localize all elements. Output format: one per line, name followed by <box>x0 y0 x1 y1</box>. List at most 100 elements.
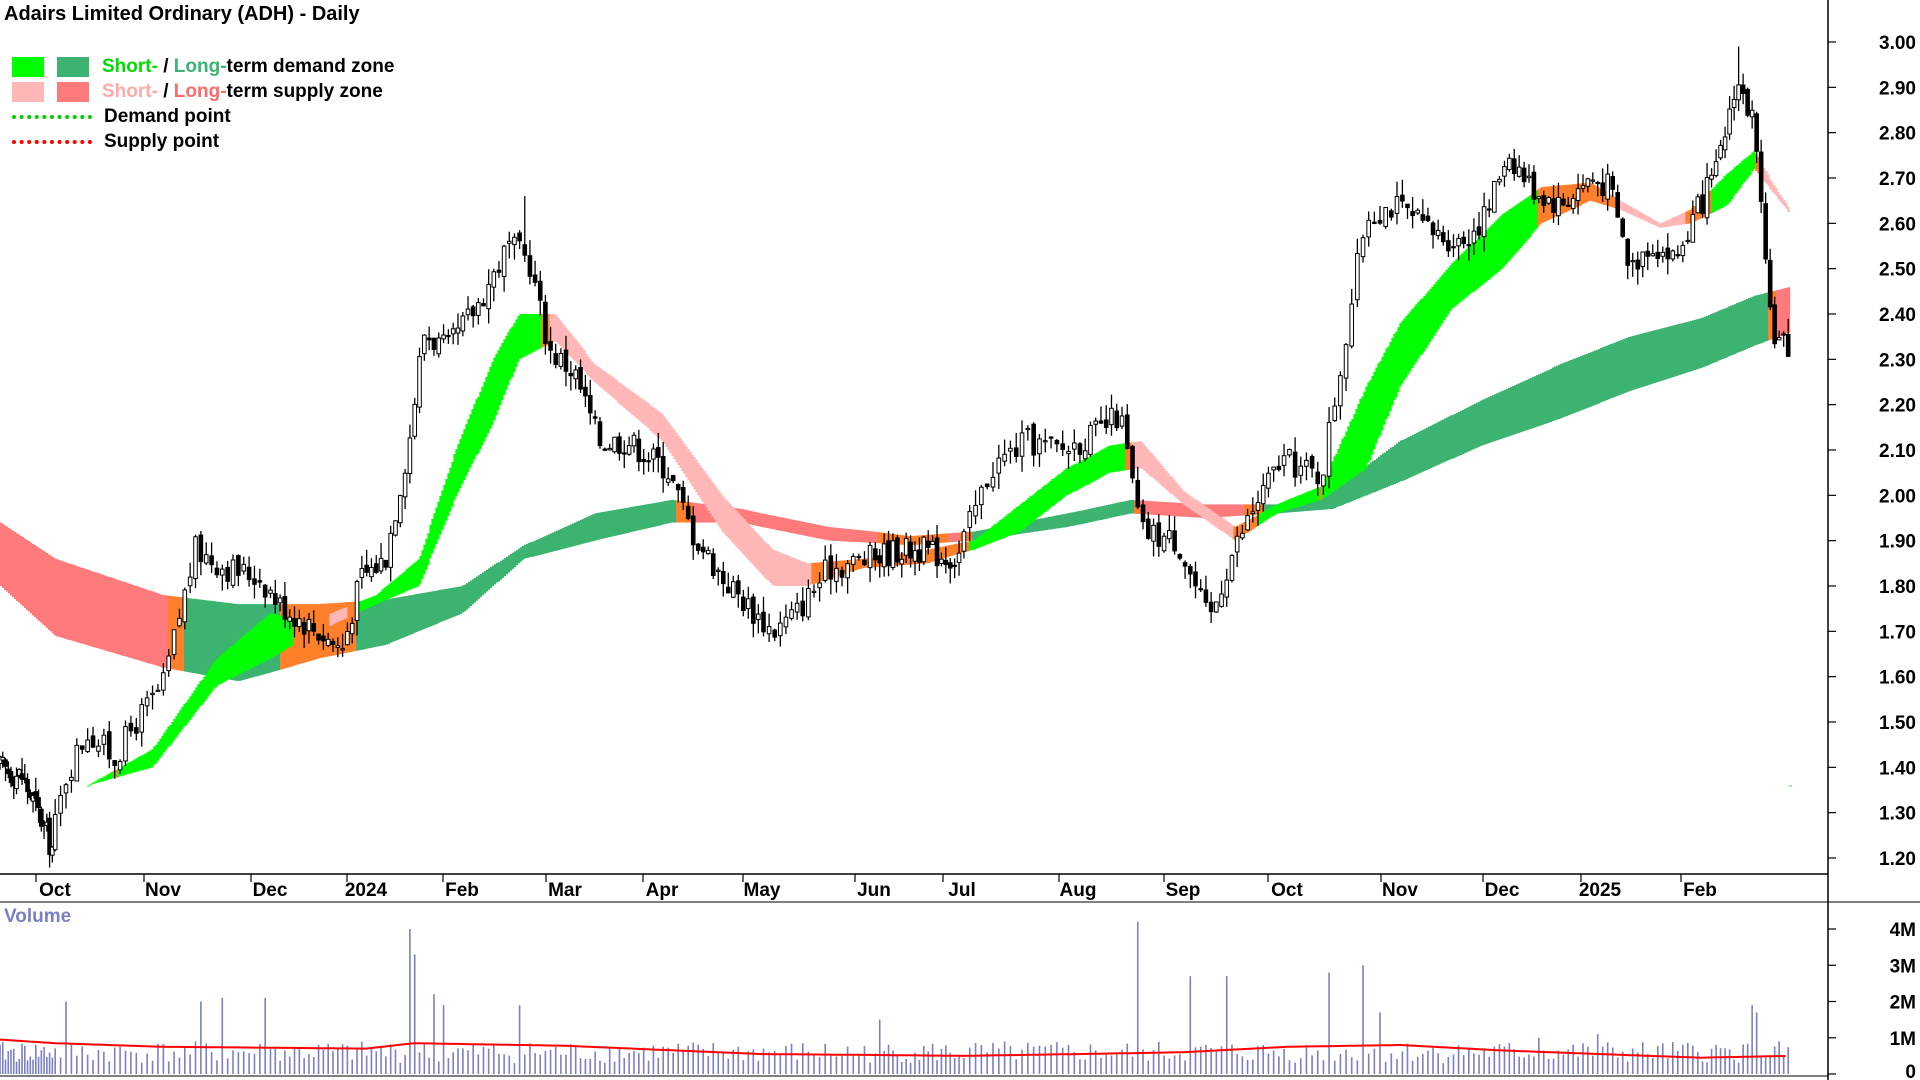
candle-body <box>1124 414 1130 449</box>
long-term-zone-strip <box>1600 347 1603 403</box>
candle-body <box>741 596 746 612</box>
long-term-zone-strip <box>1686 321 1689 373</box>
short-term-zone-strip <box>1781 197 1784 205</box>
short-term-zone-strip <box>1207 508 1210 522</box>
long-term-zone-strip <box>1586 353 1589 409</box>
long-term-zone-strip <box>72 564 75 641</box>
candle-body <box>1276 465 1282 471</box>
long-term-zone-strip <box>1704 316 1707 367</box>
short-term-zone-strip <box>821 562 824 581</box>
short-term-zone-strip <box>1537 189 1540 227</box>
short-term-zone-strip <box>547 314 550 345</box>
short-term-zone-strip <box>797 559 800 586</box>
short-term-zone-strip <box>197 684 200 709</box>
short-term-zone-strip <box>737 512 740 550</box>
candle-body <box>1066 451 1071 455</box>
candle-body <box>25 778 30 793</box>
long-term-zone-strip <box>946 533 949 543</box>
short-term-zone-strip <box>995 523 998 542</box>
long-term-zone-strip <box>702 503 705 523</box>
candle-body <box>321 635 326 642</box>
short-term-zone-strip <box>1111 445 1114 473</box>
legend-supply-point: Supply point <box>12 129 394 154</box>
short-term-zone-strip <box>1603 190 1606 205</box>
candle-body <box>730 581 736 598</box>
short-term-zone-strip <box>457 444 460 493</box>
volume-tick-label: 1M <box>1890 1029 1916 1050</box>
long-term-zone-strip <box>398 597 401 640</box>
long-term-zone-strip <box>324 603 327 658</box>
long-term-zone-strip <box>550 533 553 553</box>
short-term-zone-strip <box>725 499 728 536</box>
short-term-zone-strip <box>339 609 342 621</box>
short-term-zone-strip <box>1117 444 1120 472</box>
candle-body <box>811 590 817 593</box>
long-term-zone-strip <box>1776 290 1779 338</box>
long-term-zone-strip <box>626 507 629 534</box>
short-term-zone-strip <box>1023 501 1026 529</box>
long-term-zone-strip <box>542 537 545 555</box>
short-term-zone-strip <box>349 605 352 617</box>
long-term-zone-strip <box>1712 313 1715 364</box>
short-term-zone-strip <box>723 497 726 534</box>
candle-body <box>1471 230 1477 244</box>
long-term-zone-strip <box>1184 503 1187 517</box>
candle-body <box>735 580 741 595</box>
long-term-zone-strip <box>1344 481 1347 504</box>
long-term-zone-strip <box>870 531 873 543</box>
long-term-zone-strip <box>1068 513 1071 527</box>
long-term-zone-strip <box>224 602 227 679</box>
short-term-zone-strip <box>275 614 278 656</box>
long-supply-swatch <box>57 81 89 102</box>
short-term-zone-strip <box>239 638 242 674</box>
short-term-zone-strip <box>251 628 254 668</box>
long-term-zone-strip <box>652 503 655 528</box>
short-term-zone-strip <box>109 772 112 780</box>
short-term-zone-strip <box>857 559 860 570</box>
legend-short-word: Short- <box>102 55 158 77</box>
short-term-zone-strip <box>607 373 610 394</box>
long-term-zone-strip <box>926 534 929 544</box>
long-term-zone-strip <box>38 547 41 621</box>
long-term-zone-strip <box>1186 503 1189 517</box>
short-term-zone-strip <box>1297 495 1300 507</box>
candle-body <box>917 549 922 563</box>
long-term-zone-strip <box>90 570 93 647</box>
short-term-zone-strip <box>951 544 954 556</box>
long-term-zone-strip <box>534 540 537 557</box>
candle-body <box>96 745 101 752</box>
short-term-zone-strip <box>1357 403 1360 474</box>
long-term-zone-strip <box>890 533 893 545</box>
long-term-zone-strip <box>1392 446 1395 485</box>
short-term-zone-strip <box>599 368 602 388</box>
short-term-zone-strip <box>719 492 722 529</box>
short-term-zone-strip <box>793 558 796 586</box>
long-term-zone-strip <box>1052 516 1055 530</box>
short-term-zone-strip <box>439 496 442 535</box>
long-term-zone-strip <box>348 602 351 653</box>
long-term-zone-strip <box>1506 388 1509 437</box>
short-term-zone-strip <box>1169 475 1172 494</box>
short-term-zone-strip <box>985 530 988 545</box>
short-term-zone-strip <box>619 383 622 405</box>
short-term-zone-strip <box>273 614 276 657</box>
long-term-zone-strip <box>1530 377 1533 429</box>
candle-body <box>934 537 940 567</box>
time-tick-label: Sep <box>1166 880 1201 901</box>
short-term-zone-strip <box>483 381 486 442</box>
long-term-zone-strip <box>154 592 157 666</box>
long-term-zone-strip <box>1756 295 1759 345</box>
long-term-zone-strip <box>228 602 231 680</box>
long-term-zone-strip <box>1226 504 1229 517</box>
candle-body <box>1321 474 1326 487</box>
candle-body <box>1366 219 1371 238</box>
short-term-zone-strip <box>201 679 204 705</box>
time-tick-label: May <box>744 880 781 901</box>
candle-body <box>856 555 862 559</box>
candle-body <box>1250 511 1256 515</box>
short-term-zone-strip <box>383 587 386 601</box>
long-term-zone-strip <box>1426 427 1429 470</box>
candle-body <box>155 689 161 692</box>
long-term-zone-strip <box>1398 441 1401 483</box>
